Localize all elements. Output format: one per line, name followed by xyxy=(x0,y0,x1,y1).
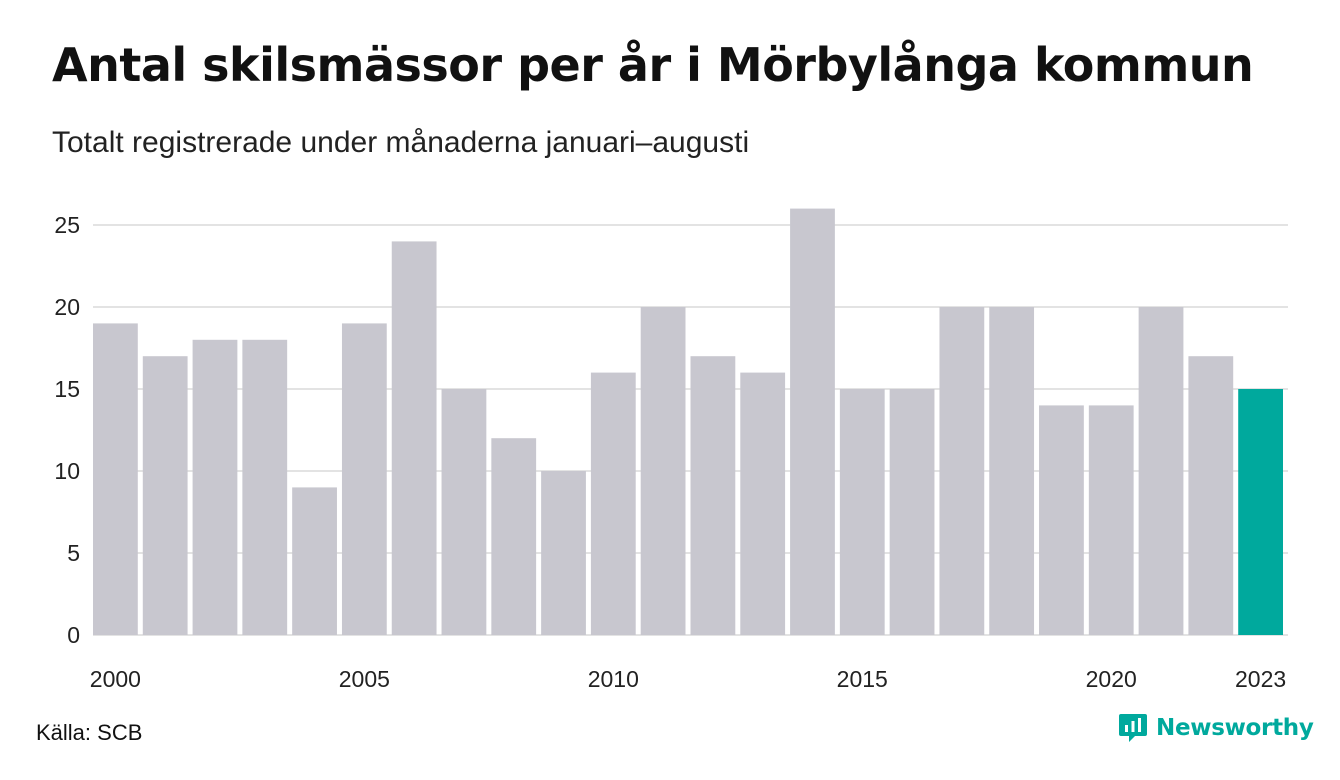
newsworthy-icon xyxy=(1119,714,1147,742)
chart-title: Antal skilsmässor per år i Mörbylånga ko… xyxy=(52,38,1254,92)
bar-2002 xyxy=(192,339,238,635)
bar-2019 xyxy=(1039,405,1084,635)
bar-2001 xyxy=(142,356,188,635)
bar-2007 xyxy=(441,389,487,635)
y-tick-label: 15 xyxy=(54,376,80,402)
y-tick-label: 5 xyxy=(67,540,80,566)
brand-name: Newsworthy xyxy=(1156,715,1314,741)
bar-2003 xyxy=(242,339,288,635)
y-tick-label: 25 xyxy=(54,212,80,238)
bar-2018 xyxy=(989,307,1035,635)
bar-2006 xyxy=(391,241,437,635)
bar-2015 xyxy=(839,389,885,635)
y-tick-label: 20 xyxy=(54,294,80,320)
bar-2009 xyxy=(541,471,586,635)
x-tick-label: 2010 xyxy=(588,666,639,692)
bar-2008 xyxy=(491,438,537,635)
bar-2014 xyxy=(790,208,835,635)
bar-2016 xyxy=(889,389,935,635)
y-tick-label: 0 xyxy=(67,622,80,648)
bar-2013 xyxy=(740,372,786,635)
bar-2021 xyxy=(1138,307,1184,635)
bar-2005 xyxy=(341,323,387,635)
x-tick-label: 2000 xyxy=(90,666,141,692)
bar-2022 xyxy=(1188,356,1234,635)
x-tick-label: 2005 xyxy=(339,666,390,692)
bar-2020 xyxy=(1088,405,1134,635)
bar-2010 xyxy=(590,372,636,635)
bar-2011 xyxy=(640,307,686,635)
bar-2017 xyxy=(939,307,985,635)
bar-2012 xyxy=(690,356,736,635)
x-tick-label: 2020 xyxy=(1086,666,1137,692)
bar-2000 xyxy=(93,323,138,635)
source-label: Källa: SCB xyxy=(36,720,143,745)
bar-2004 xyxy=(292,487,337,635)
bar-2023 xyxy=(1238,389,1283,635)
chart-subtitle: Totalt registrerade under månaderna janu… xyxy=(52,126,750,159)
x-tick-label: 2015 xyxy=(837,666,888,692)
newsworthy-logo: Newsworthy xyxy=(1118,712,1314,744)
y-tick-label: 10 xyxy=(54,458,80,484)
x-tick-label: 2023 xyxy=(1235,666,1286,692)
